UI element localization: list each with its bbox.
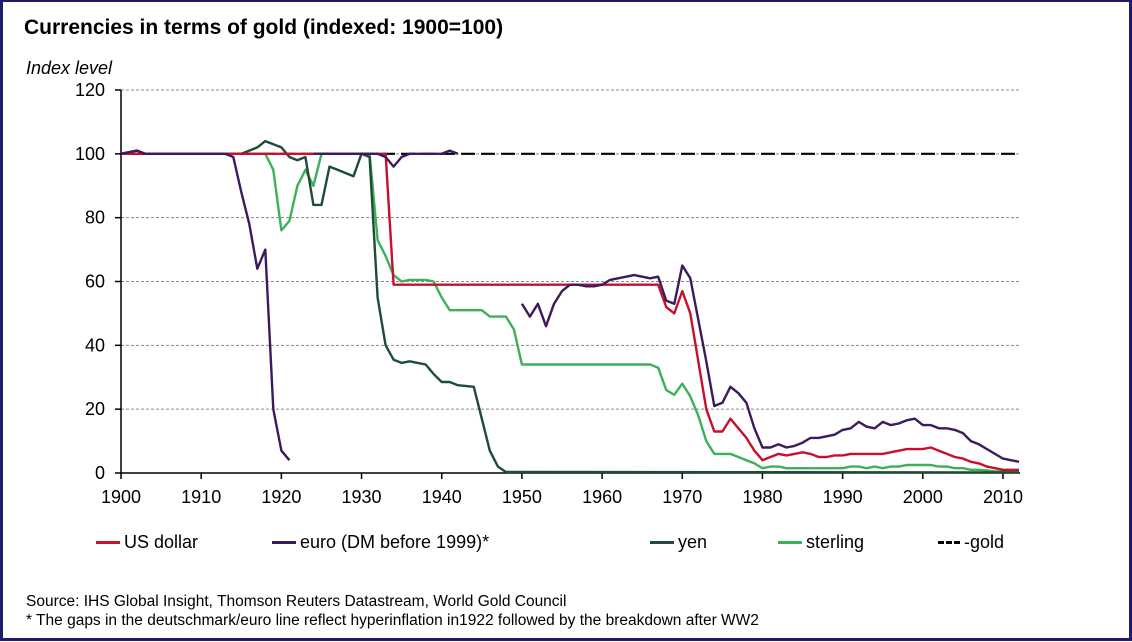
series-line-euro: [120, 149, 291, 461]
y-axis-label: Index level: [26, 58, 113, 78]
series-line-euro: [313, 149, 459, 168]
legend-item-sterling: sterling: [778, 532, 864, 553]
source-text: Source: IHS Global Insight, Thomson Reut…: [26, 593, 567, 610]
x-tick-label: 1940: [422, 487, 462, 507]
legend-item-gold: -gold: [938, 532, 1004, 553]
series-line-euro: [520, 264, 1020, 463]
chart-title: Currencies in terms of gold (indexed: 19…: [24, 16, 504, 39]
x-tick-label: 2000: [903, 487, 943, 507]
y-tick-label: 40: [85, 335, 105, 355]
y-tick-label: 0: [95, 463, 105, 483]
x-tick-label: 1930: [342, 487, 382, 507]
legend-label: euro (DM before 1999)*: [300, 532, 490, 552]
series-line-us: [121, 152, 1019, 471]
legend-swatch: [778, 541, 802, 544]
y-tick-label: 100: [75, 144, 105, 164]
x-tick-label: 1970: [662, 487, 702, 507]
x-tick-label: 1980: [742, 487, 782, 507]
legend-label: -gold: [964, 532, 1005, 552]
legend: US dollar euro (DM before 1999)* yen ste…: [0, 532, 1132, 558]
x-tick-label: 1990: [823, 487, 863, 507]
legend-swatch: [272, 541, 296, 544]
series-line-sterling: [121, 152, 1019, 474]
x-tick-label: 1920: [261, 487, 301, 507]
legend-item-us-dollar: US dollar: [96, 532, 198, 553]
source-notes: Source: IHS Global Insight, Thomson Reut…: [26, 592, 759, 630]
y-tick-label: 20: [85, 399, 105, 419]
legend-swatch: [96, 541, 120, 544]
legend-item-euro: euro (DM before 1999)*: [272, 532, 489, 553]
legend-label: yen: [678, 532, 708, 552]
x-tick-label: 1960: [582, 487, 622, 507]
x-tick-label: 1950: [502, 487, 542, 507]
y-tick-label: 80: [85, 208, 105, 228]
y-tick-label: 60: [85, 272, 105, 292]
x-tick-label: 2010: [983, 487, 1023, 507]
y-tick-label: 120: [75, 80, 105, 100]
legend-label: sterling: [806, 532, 865, 552]
legend-item-yen: yen: [650, 532, 707, 553]
legend-swatch: [938, 541, 960, 544]
x-tick-label: 1910: [181, 487, 221, 507]
footnote-text: * The gaps in the deutschmark/euro line …: [26, 612, 759, 629]
legend-swatch: [650, 541, 674, 544]
legend-label: US dollar: [124, 532, 199, 552]
x-tick-label: 1900: [101, 487, 141, 507]
